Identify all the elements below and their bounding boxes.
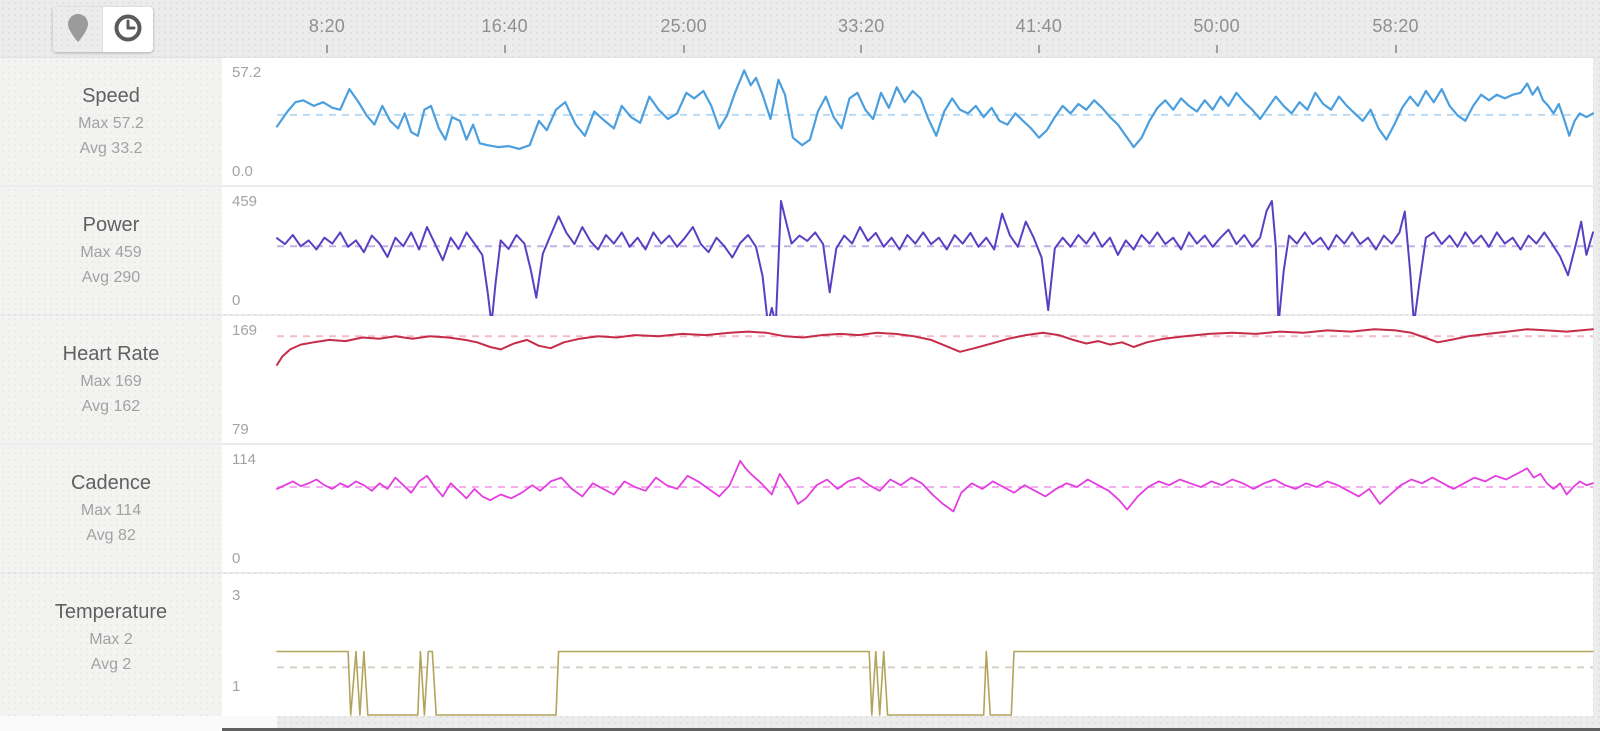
metric-max: Max 459 — [80, 244, 142, 261]
temperature-sidebar: Temperature Max 2 Avg 2 — [0, 574, 222, 716]
time-tick-label: 25:00 — [660, 16, 707, 36]
chart-header: 8:20 16:40 25:00 33:20 41:40 50:00 58:20 — [0, 0, 1600, 58]
metric-title: Temperature — [54, 601, 168, 623]
metric-avg: Avg 82 — [86, 527, 136, 544]
metric-max: Max 57.2 — [78, 115, 144, 132]
cadence-chart[interactable] — [276, 445, 1594, 572]
speed-chart[interactable] — [275, 58, 1595, 185]
time-tick-label: 8:20 — [308, 16, 346, 36]
time-tick-mark — [860, 45, 863, 53]
bottom-border — [222, 728, 1600, 731]
metric-row-heartrate: Heart Rate Max 169 Avg 162 169 79 — [0, 316, 1594, 443]
y-axis-max-label: 459 — [232, 193, 258, 210]
metric-max: Max 114 — [80, 502, 142, 519]
temperature-chart[interactable] — [276, 574, 1594, 716]
metric-row-cadence: Cadence Max 114 Avg 82 114 0 — [0, 445, 1594, 572]
y-axis-max-label: 169 — [232, 322, 258, 339]
metric-row-speed: Speed Max 57.2 Avg 33.2 57.2 0.0 — [0, 58, 1595, 185]
metric-title: Heart Rate — [62, 343, 160, 365]
y-axis-min-label: 0.0 — [232, 163, 253, 180]
y-axis-max-label: 57.2 — [232, 64, 262, 81]
power-chart[interactable] — [276, 187, 1594, 325]
time-tick-mark — [1215, 45, 1218, 53]
time-tick-mark — [682, 45, 685, 53]
y-axis-min-label: 79 — [232, 421, 249, 438]
time-tick-label: 41:40 — [1015, 16, 1063, 36]
clock-icon — [113, 13, 143, 46]
metric-max: Max 2 — [89, 631, 133, 648]
time-tick-label: 58:20 — [1372, 16, 1419, 36]
time-view-button[interactable] — [103, 7, 153, 52]
metric-row-temperature: Temperature Max 2 Avg 2 3 1 — [0, 574, 1594, 716]
metric-avg: Avg 2 — [90, 656, 132, 673]
speed-sidebar: Speed Max 57.2 Avg 33.2 — [0, 58, 222, 185]
time-tick-label: 33:20 — [838, 16, 885, 36]
metric-avg: Avg 162 — [81, 398, 141, 415]
map-pin-icon — [66, 13, 90, 46]
metric-max: Max 169 — [80, 373, 142, 390]
time-tick-mark — [1394, 45, 1397, 53]
heartrate-sidebar: Heart Rate Max 169 Avg 162 — [0, 316, 222, 443]
time-tick-mark — [326, 45, 328, 53]
metric-title: Cadence — [70, 472, 152, 494]
view-toggle-group — [53, 7, 153, 52]
power-sidebar: Power Max 459 Avg 290 — [0, 187, 222, 314]
time-tick-label: 16:40 — [481, 16, 528, 36]
y-axis-min-label: 1 — [232, 678, 241, 695]
metric-title: Speed — [82, 85, 140, 107]
y-axis-max-label: 114 — [232, 451, 256, 468]
time-axis: 8:20 16:40 25:00 33:20 41:40 50:00 58:20 — [277, 0, 1593, 57]
cadence-sidebar: Cadence Max 114 Avg 82 — [0, 445, 222, 572]
time-tick-label: 50:00 — [1193, 16, 1240, 36]
metric-avg: Avg 290 — [81, 269, 141, 286]
y-axis-min-label: 0 — [232, 292, 241, 309]
metric-avg: Avg 33.2 — [79, 140, 143, 157]
bottom-left-patch — [0, 716, 277, 731]
time-tick-mark — [1037, 45, 1040, 53]
y-axis-max-label: 3 — [232, 587, 241, 604]
map-view-button[interactable] — [53, 7, 103, 52]
metric-title: Power — [82, 214, 140, 236]
time-tick-mark — [503, 45, 506, 53]
y-axis-min-label: 0 — [232, 550, 241, 567]
metric-row-power: Power Max 459 Avg 290 459 0 — [0, 187, 1594, 325]
heartrate-chart[interactable] — [276, 316, 1594, 443]
